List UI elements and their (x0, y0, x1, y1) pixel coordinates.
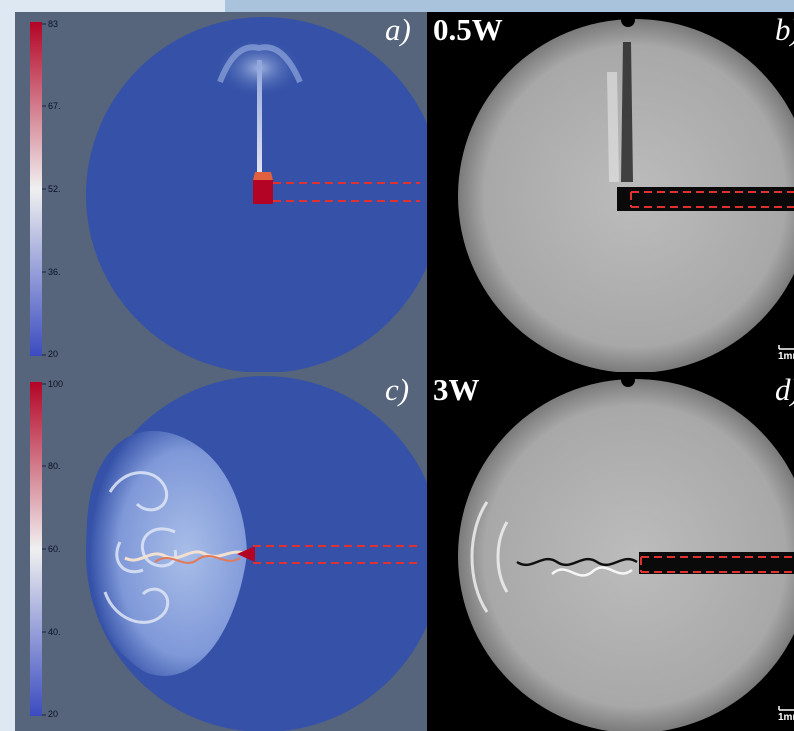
figure: 83 67. 52. 36. 20 a) (15, 12, 794, 731)
vortex-street-d (516, 557, 638, 577)
plume-streak-b (621, 42, 633, 182)
colorbar-a-tick-2: 67. (48, 101, 61, 111)
colorbar-a-tick-min: 20 (48, 349, 59, 359)
colorbar-a-tick-3: 52. (48, 184, 61, 194)
panel-b-experiment: 0.5W b) 1mm (427, 12, 794, 372)
panel-c-plot (30, 376, 427, 731)
panel-a-plot (30, 17, 427, 372)
fiber-outline-a (273, 182, 420, 202)
colorbar-c-tick-min: 20 (48, 709, 59, 719)
colorbar-c-ticks (42, 383, 46, 716)
fiber-outline-c (253, 545, 420, 564)
panel-label-b: b) (775, 12, 794, 47)
chamber-notch-d (621, 373, 635, 387)
panel-c-simulation: 100 80. 60. 40. 20 c) (15, 372, 427, 731)
panel-label-a: a) (385, 12, 411, 47)
plume-shadow-b (607, 72, 619, 182)
chamber-notch-b (621, 13, 635, 27)
plume-edges-d (470, 501, 509, 613)
chamber-disk-d (458, 379, 794, 731)
vortex-street-c (124, 550, 248, 564)
scale-label-d: 1mm (778, 712, 794, 723)
heat-source-tip-a (253, 172, 273, 180)
plume-stem-a (257, 60, 262, 182)
scale-bar-d (778, 706, 794, 711)
colorbar-c (30, 382, 42, 716)
power-label-d: 3W (433, 372, 480, 407)
fiber-outline-b (630, 191, 794, 208)
panel-b-image (458, 13, 794, 372)
colorbar-c-tick-4: 40. (48, 627, 61, 637)
panel-label-d: d) (775, 372, 794, 407)
plume-cap-curl-a (217, 44, 303, 84)
colorbar-c-tick-3: 60. (48, 544, 61, 554)
colorbar-a-ticks (42, 23, 46, 356)
panel-d-experiment: 3W d) 1mm (427, 372, 794, 731)
power-label-b: 0.5W (433, 12, 503, 47)
page-top-strip (225, 0, 794, 12)
colorbar-a-tick-max: 83 (48, 19, 59, 29)
scale-label-b: 1mm (778, 351, 794, 362)
fiber-d (639, 552, 794, 574)
panel-d-image (458, 373, 794, 731)
panel-label-c: c) (385, 372, 410, 407)
panel-a-simulation: 83 67. 52. 36. 20 a) (15, 12, 427, 372)
heat-source-c (237, 546, 255, 562)
colorbar-c-tick-2: 80. (48, 461, 61, 471)
colorbar-a (30, 22, 42, 356)
scale-bar-b (778, 345, 794, 350)
heat-source-a (253, 178, 273, 204)
plume-body-c (86, 430, 247, 676)
colorbar-a-tick-4: 36. (48, 267, 61, 277)
fiber-outline-d (640, 556, 794, 573)
colorbar-c-tick-max: 100 (48, 379, 64, 389)
